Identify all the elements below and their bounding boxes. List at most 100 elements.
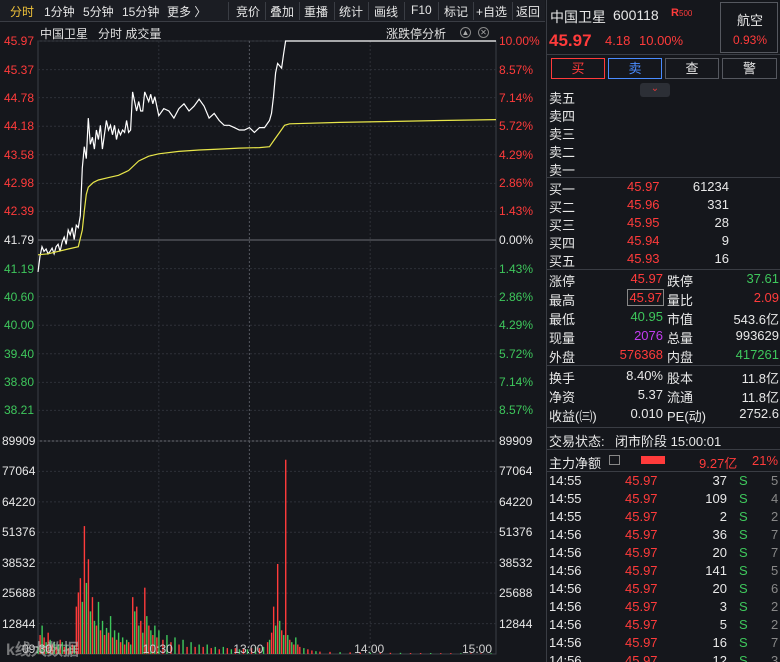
intraday-chart[interactable]: 45.97 45.37 44.78 44.18 43.58 42.98 42.39 41.79… <box>0 22 545 662</box>
volume-bar <box>178 644 180 654</box>
volume-bar <box>45 642 47 654</box>
tab-1min[interactable]: 1分钟 <box>44 5 75 19</box>
sector-box[interactable]: 航空 0.93% <box>720 2 778 53</box>
volume-bar <box>69 646 72 654</box>
volume-bar <box>156 637 158 654</box>
volume-bar <box>138 625 140 654</box>
volume-bar <box>130 644 132 654</box>
tick-time: 14:56 <box>549 527 582 542</box>
volume-tick-label: 38532 <box>2 555 36 570</box>
volume-bar <box>409 653 412 654</box>
volume-bar <box>276 563 279 654</box>
mark-button[interactable]: 标记 <box>444 5 469 19</box>
tick-count: 4 <box>771 491 779 506</box>
percent-tick-label: 5.72% <box>499 346 534 361</box>
volume-bar <box>329 651 331 654</box>
stats-button[interactable]: 统计 <box>339 5 364 19</box>
fund-label: 流通 <box>667 390 694 405</box>
sell-level-row[interactable]: 卖二 <box>547 142 780 160</box>
query-button[interactable]: 查 <box>665 58 719 79</box>
tab-5min[interactable]: 5分钟 <box>83 5 114 19</box>
volume-bar <box>190 642 192 654</box>
tick-count: 5 <box>771 473 779 488</box>
tab-more[interactable]: 更多 〉 <box>167 5 207 19</box>
buy-level-row[interactable]: 买四 45.94 9 <box>547 233 780 251</box>
volume-bar <box>166 635 168 654</box>
list-icon[interactable] <box>609 455 620 465</box>
volume-bar <box>121 637 124 654</box>
stats-row: 外盘 576368 内盘 417261 <box>547 347 780 366</box>
sell-level-row[interactable]: 卖四 <box>547 106 780 124</box>
sell-level-label: 卖五 <box>549 91 576 106</box>
auction-button[interactable]: 竞价 <box>236 5 261 19</box>
volume-bar <box>480 653 482 654</box>
collapse-up-icon[interactable]: ▲ <box>460 27 471 38</box>
replay-button[interactable]: 重播 <box>304 5 329 19</box>
buy-level-price: 45.93 <box>627 251 660 266</box>
stat-label: 跌停 <box>667 274 694 289</box>
sell-level-row[interactable]: 卖五 <box>547 88 780 106</box>
volume-bar <box>144 587 146 654</box>
sell-level-row[interactable]: 卖三 <box>547 124 780 142</box>
buy-level-row[interactable]: 买五 45.93 16 <box>547 251 780 269</box>
time-tick-label: 15:00 <box>462 642 493 656</box>
percent-tick-label: 1.43% <box>499 204 534 219</box>
volume-bar <box>101 620 104 654</box>
f10-button[interactable]: F10 <box>411 3 432 17</box>
tick-side: S <box>739 599 748 614</box>
sell-level-label: 卖二 <box>549 145 576 160</box>
volume-bar <box>490 653 492 654</box>
volume-bar <box>194 646 196 654</box>
volume-bar <box>389 652 392 654</box>
tick-side: S <box>739 581 748 596</box>
tick-price: 45.97 <box>625 635 658 650</box>
buy-level-price: 45.94 <box>627 233 660 248</box>
stat-value: 417261 <box>735 347 779 362</box>
buy-level-row[interactable]: 买一 45.97 61234 <box>547 179 780 197</box>
price-change-pct: 10.00% <box>639 33 684 48</box>
tick-side: S <box>739 527 748 542</box>
sell-level-row[interactable]: 卖一 <box>547 160 780 178</box>
draw-button[interactable]: 画线 <box>374 5 399 19</box>
sector-name: 航空 <box>737 13 764 28</box>
price-tick-label: 41.19 <box>4 261 35 276</box>
buy-button[interactable]: 买 <box>551 58 605 79</box>
tick-price: 45.97 <box>625 491 658 506</box>
limit-analysis-link[interactable]: 涨跌停分析 <box>386 27 447 41</box>
orderbook-toggle-icon[interactable]: ⌄ <box>640 83 670 97</box>
stat-label: 现量 <box>549 331 576 346</box>
close-icon[interactable]: ✕ <box>478 27 489 38</box>
buy-level-row[interactable]: 买二 45.96 331 <box>547 197 780 215</box>
volume-tick-label: 51376 <box>2 525 36 540</box>
volume-tick-label-right: 12844 <box>499 616 533 631</box>
tick-time: 14:56 <box>549 617 582 632</box>
buy-level-volume: 61234 <box>692 179 729 194</box>
volume-bar <box>134 611 136 654</box>
volume-bar <box>270 632 273 654</box>
chart-canvas[interactable] <box>0 22 545 662</box>
tick-price: 45.97 <box>625 599 658 614</box>
volume-tick-label: 64220 <box>2 494 36 509</box>
volume-bar <box>242 648 245 654</box>
back-button[interactable]: 返回 <box>516 5 541 19</box>
add-watchlist-button[interactable]: +自选 <box>476 5 508 19</box>
tick-price: 45.97 <box>625 563 658 578</box>
volume-bar <box>63 646 65 654</box>
alert-button[interactable]: 警 <box>722 58 777 79</box>
tick-side: S <box>739 509 748 524</box>
volume-tick-label: 25688 <box>2 586 36 601</box>
sell-button[interactable]: 卖 <box>608 58 662 79</box>
percent-tick-label: 4.29% <box>499 318 534 333</box>
buy-level-volume: 9 <box>721 233 729 248</box>
buy-level-row[interactable]: 买三 45.95 28 <box>547 215 780 233</box>
main-flow-label: 主力净额 <box>549 456 602 471</box>
tab-timeshare[interactable]: 分时 <box>10 5 35 19</box>
volume-bar <box>41 625 43 654</box>
tab-15min[interactable]: 15分钟 <box>122 5 160 19</box>
tick-time: 14:56 <box>549 563 582 578</box>
volume-bar <box>297 644 299 654</box>
fund-value: 0.010 <box>630 406 663 421</box>
overlay-button[interactable]: 叠加 <box>270 5 295 19</box>
volume-bar <box>93 620 96 654</box>
price-tick-label: 44.78 <box>4 90 35 105</box>
